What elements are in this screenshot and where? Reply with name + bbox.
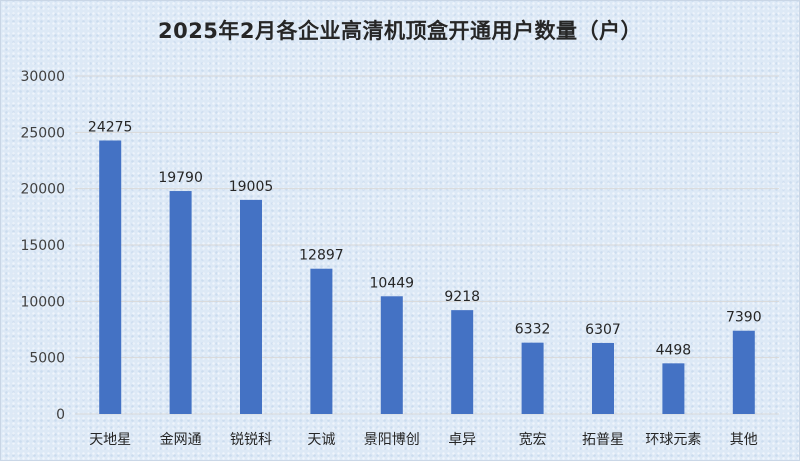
data-label: 12897 — [299, 248, 344, 264]
x-tick-label: 环球元素 — [645, 432, 701, 448]
y-tick-label: 25000 — [20, 125, 65, 141]
data-label: 10449 — [370, 275, 415, 291]
x-tick-label: 金网通 — [160, 432, 202, 448]
bar — [169, 191, 192, 414]
y-tick-label: 15000 — [20, 238, 65, 254]
data-label: 24275 — [88, 120, 133, 136]
bar — [240, 199, 262, 414]
y-tick-label: 10000 — [20, 294, 65, 310]
x-tick-label: 拓普星 — [582, 432, 624, 448]
bar — [521, 342, 544, 414]
chart-title: 2025年2月各企业高清机顶盒开通用户数量（户） — [157, 19, 643, 43]
data-label: 7390 — [726, 310, 762, 326]
data-label: 6307 — [585, 322, 621, 338]
bar — [662, 363, 685, 414]
y-tick-label: 0 — [56, 407, 65, 423]
x-tick-label: 卓异 — [448, 432, 476, 448]
x-tick-label: 锐锐科 — [230, 432, 272, 448]
y-tick-label: 30000 — [20, 69, 65, 85]
bar — [380, 296, 403, 414]
bar — [99, 140, 122, 415]
x-tick-label: 天诚 — [307, 432, 335, 448]
x-tick-label: 天地星 — [89, 432, 131, 448]
data-label: 19005 — [229, 179, 274, 195]
x-tick-label: 景阳博创 — [364, 431, 420, 448]
bar — [592, 342, 614, 414]
bar — [310, 268, 333, 414]
data-label: 9218 — [444, 289, 480, 305]
bar — [732, 330, 755, 414]
bar — [451, 310, 474, 414]
y-tick-label: 5000 — [29, 351, 65, 367]
y-tick-label: 20000 — [20, 182, 65, 198]
data-label: 4498 — [656, 342, 692, 358]
data-label: 19790 — [158, 170, 203, 186]
data-label: 6332 — [515, 322, 551, 338]
x-tick-label: 其他 — [730, 432, 758, 448]
x-tick-label: 宽宏 — [519, 431, 547, 448]
